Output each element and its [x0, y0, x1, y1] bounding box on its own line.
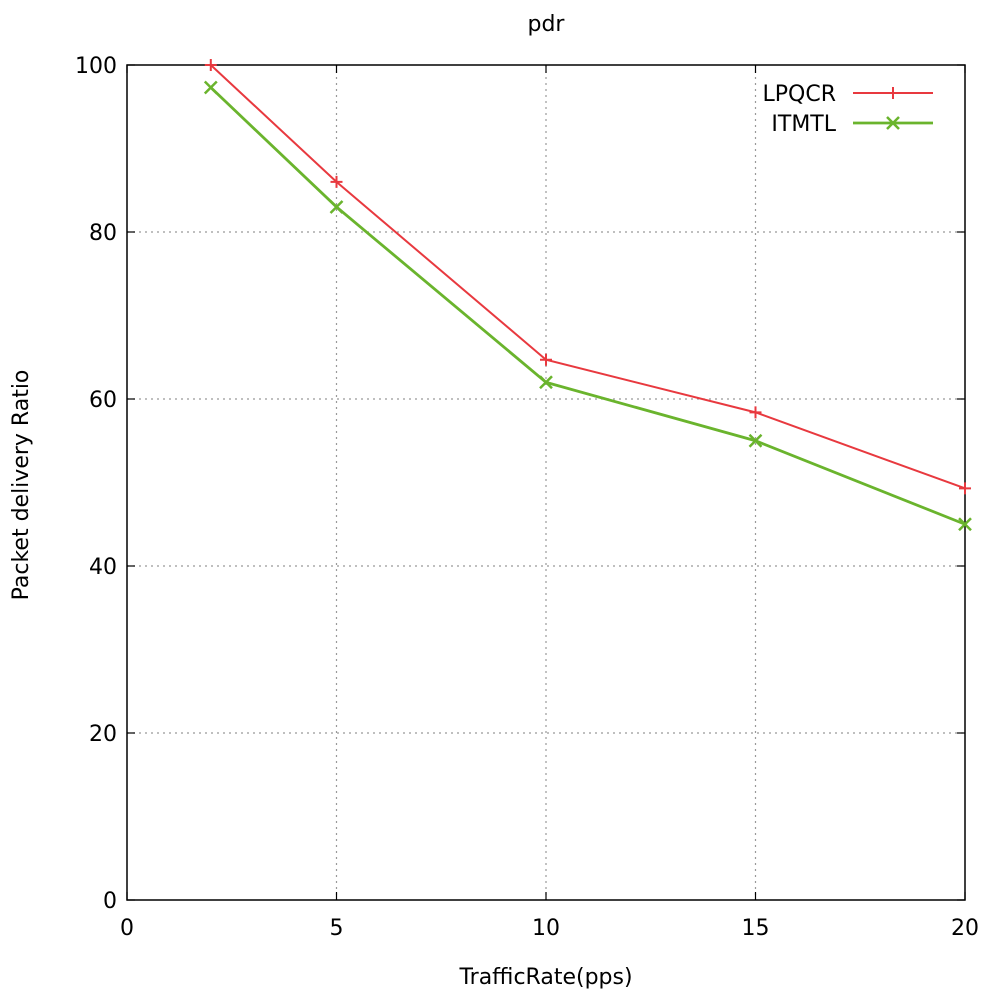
legend-label-lpqcr: LPQCR — [763, 82, 837, 107]
series-line-lpqcr — [210, 64, 966, 490]
x-axis-label: TrafficRate(pps) — [458, 965, 632, 990]
legend-label-itmtl: ITMTL — [771, 112, 836, 137]
x-tick-label: 10 — [532, 916, 560, 941]
data-point-lpqcr — [749, 406, 762, 419]
x-tick-label: 0 — [120, 916, 134, 941]
data-point-lpqcr — [204, 59, 217, 71]
x-axis-ticks: 0 5 10 15 20 — [120, 65, 979, 941]
data-point-lpqcr — [330, 175, 343, 188]
legend: LPQCR ITMTL — [763, 82, 933, 137]
y-tick-label: 60 — [89, 388, 117, 413]
legend-marker-itmtl — [886, 116, 900, 130]
x-tick-label: 15 — [742, 916, 770, 941]
data-point-itmtl — [539, 375, 553, 390]
grid-lines — [127, 65, 965, 900]
legend-marker-lpqcr — [887, 87, 899, 99]
data-point-lpqcr — [959, 482, 971, 495]
y-axis-label: Packet delivery Ratio — [9, 370, 34, 601]
series-layer — [203, 59, 972, 532]
data-point-itmtl — [329, 200, 344, 214]
y-tick-label: 40 — [89, 555, 117, 580]
y-axis-ticks: 0 20 40 60 80 100 — [75, 54, 965, 914]
y-tick-label: 100 — [75, 54, 117, 79]
x-tick-label: 5 — [330, 916, 344, 941]
chart-title: pdr — [528, 12, 566, 37]
data-point-itmtl — [748, 433, 763, 448]
data-point-lpqcr — [540, 353, 552, 366]
data-point-itmtl — [203, 80, 218, 95]
series-line-itmtl — [209, 86, 966, 526]
y-tick-label: 0 — [103, 889, 117, 914]
x-tick-label: 20 — [951, 916, 979, 941]
y-tick-label: 80 — [89, 221, 117, 246]
y-tick-label: 20 — [89, 722, 117, 747]
data-point-itmtl — [958, 517, 972, 532]
